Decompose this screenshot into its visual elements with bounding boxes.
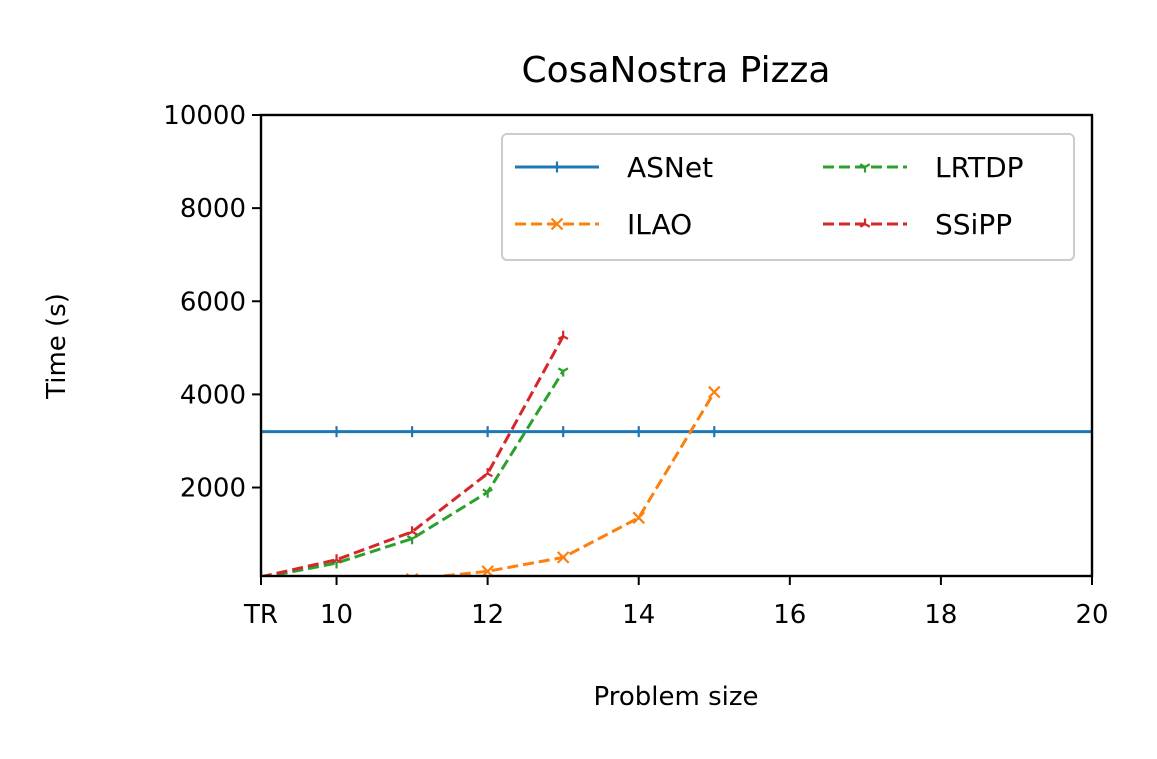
point-ssipp-3-c bbox=[487, 472, 493, 478]
legend-marker-asnet bbox=[551, 161, 563, 173]
point-lrtdp-2 bbox=[406, 535, 418, 545]
series-lrtdp bbox=[262, 367, 569, 576]
point-asnet-2 bbox=[482, 426, 494, 438]
legend-marker-lrtdp bbox=[859, 163, 871, 173]
point-ssipp-4 bbox=[557, 330, 569, 340]
legend-entry-asnet: ASNet bbox=[515, 151, 713, 184]
point-lrtdp-3 bbox=[482, 488, 493, 498]
point-lrtdp-4-c bbox=[562, 367, 569, 373]
point-asnet-0 bbox=[331, 426, 343, 438]
legend-marker-lrtdp-c bbox=[864, 163, 871, 168]
legend: ASNet ILAO LRTDP SSiPP bbox=[501, 133, 1075, 261]
point-asnet-5 bbox=[708, 426, 720, 438]
legend-marker-ssipp-c bbox=[864, 223, 871, 228]
point-ilao-2-d2 bbox=[556, 551, 570, 564]
point-lrtdp-3-b bbox=[482, 488, 489, 494]
point-ssipp-1-b bbox=[331, 558, 338, 564]
point-ilao-3-d2 bbox=[632, 511, 646, 525]
point-lrtdp-4-b bbox=[557, 367, 564, 373]
legend-marker-ilao bbox=[550, 217, 564, 231]
x-axis-label: Problem size bbox=[594, 682, 759, 712]
chart-title: CosaNostra Pizza bbox=[522, 50, 831, 91]
plot-area bbox=[261, 330, 1092, 576]
legend-label-asnet: ASNet bbox=[627, 151, 713, 184]
x-tick-label-2: 12 bbox=[471, 600, 504, 630]
x-tick-label-0: TR bbox=[243, 600, 278, 630]
x-tick-label-3: 14 bbox=[622, 600, 655, 630]
x-tick-label-5: 18 bbox=[924, 600, 957, 630]
axes-layer: TR 10 12 14 16 18 20 2000 4000 6000 8000 10000 bbox=[163, 101, 1108, 630]
point-lrtdp-4 bbox=[557, 367, 569, 377]
point-ilao-3 bbox=[632, 511, 646, 525]
point-lrtdp-2-c bbox=[411, 535, 418, 540]
legend-entry-ilao: ILAO bbox=[515, 208, 692, 241]
point-lrtdp-2-b bbox=[406, 535, 413, 540]
series-ssipp bbox=[261, 330, 569, 576]
y-tick-label-0: 2000 bbox=[180, 474, 246, 504]
series-line-ilao bbox=[429, 391, 716, 576]
legend-box bbox=[501, 133, 1075, 261]
point-asnet-4 bbox=[633, 426, 645, 438]
series-line-ssipp bbox=[261, 335, 565, 576]
series-line-lrtdp bbox=[262, 370, 565, 576]
legend-label-ilao: ILAO bbox=[627, 208, 692, 241]
point-ssipp-2-c bbox=[411, 530, 418, 536]
point-ilao-2 bbox=[556, 551, 570, 564]
point-lrtdp-3-c bbox=[487, 488, 493, 494]
point-ssipp-2 bbox=[406, 526, 418, 536]
series-ilao bbox=[405, 385, 721, 576]
y-tick-label-3: 8000 bbox=[180, 194, 246, 224]
legend-marker-ssipp-b bbox=[859, 223, 866, 228]
point-ssipp-3 bbox=[482, 468, 493, 478]
legend-entry-ssipp: SSiPP bbox=[823, 208, 1012, 241]
legend-label-ssipp: SSiPP bbox=[935, 208, 1012, 241]
point-ssipp-2-b bbox=[406, 530, 413, 536]
axes-frame bbox=[259, 113, 1094, 578]
legend-marker-lrtdp-b bbox=[859, 163, 866, 168]
point-ssipp-3-b bbox=[482, 472, 489, 478]
y-tick-label-1: 4000 bbox=[180, 380, 246, 410]
point-asnet-1 bbox=[406, 426, 418, 438]
point-ssipp-1 bbox=[331, 554, 342, 564]
legend-marker-ssipp bbox=[859, 218, 871, 228]
point-ilao-4-d2 bbox=[707, 385, 721, 399]
point-ilao-4 bbox=[707, 385, 721, 399]
y-tick-label-4: 10000 bbox=[163, 101, 246, 131]
point-ssipp-4-c bbox=[562, 335, 569, 340]
y-tick-label-2: 6000 bbox=[180, 287, 246, 317]
x-tick-label-4: 16 bbox=[773, 600, 806, 630]
x-tick-label-6: 20 bbox=[1075, 600, 1108, 630]
point-ssipp-4-b bbox=[557, 335, 564, 340]
legend-entry-lrtdp: LRTDP bbox=[823, 151, 1024, 184]
y-axis-label: Time (s) bbox=[42, 293, 72, 400]
plot-layer bbox=[261, 330, 1092, 576]
series-asnet bbox=[261, 426, 1092, 438]
point-ssipp-1-c bbox=[335, 558, 342, 564]
legend-marker-ilao-d2 bbox=[550, 217, 564, 231]
x-tick-label-1: 10 bbox=[320, 600, 353, 630]
point-asnet-3 bbox=[557, 426, 569, 438]
legend-label-lrtdp: LRTDP bbox=[935, 151, 1024, 184]
